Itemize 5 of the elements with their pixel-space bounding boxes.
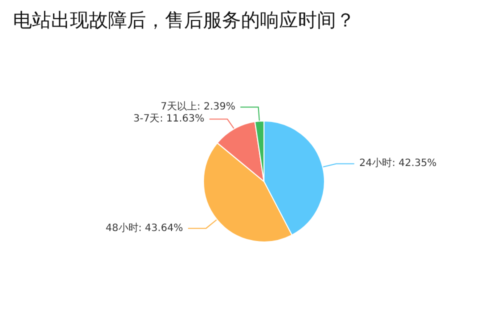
slice-label: 7天以上: 2.39%	[160, 100, 236, 113]
slice-label: 48小时: 43.64%	[106, 222, 184, 234]
slice-label: 24小时: 42.35%	[359, 157, 437, 170]
slice-label: 3-7天: 11.63%	[133, 114, 204, 125]
chart-title: 电站出现故障后，售后服务的响应时间？	[13, 10, 355, 32]
